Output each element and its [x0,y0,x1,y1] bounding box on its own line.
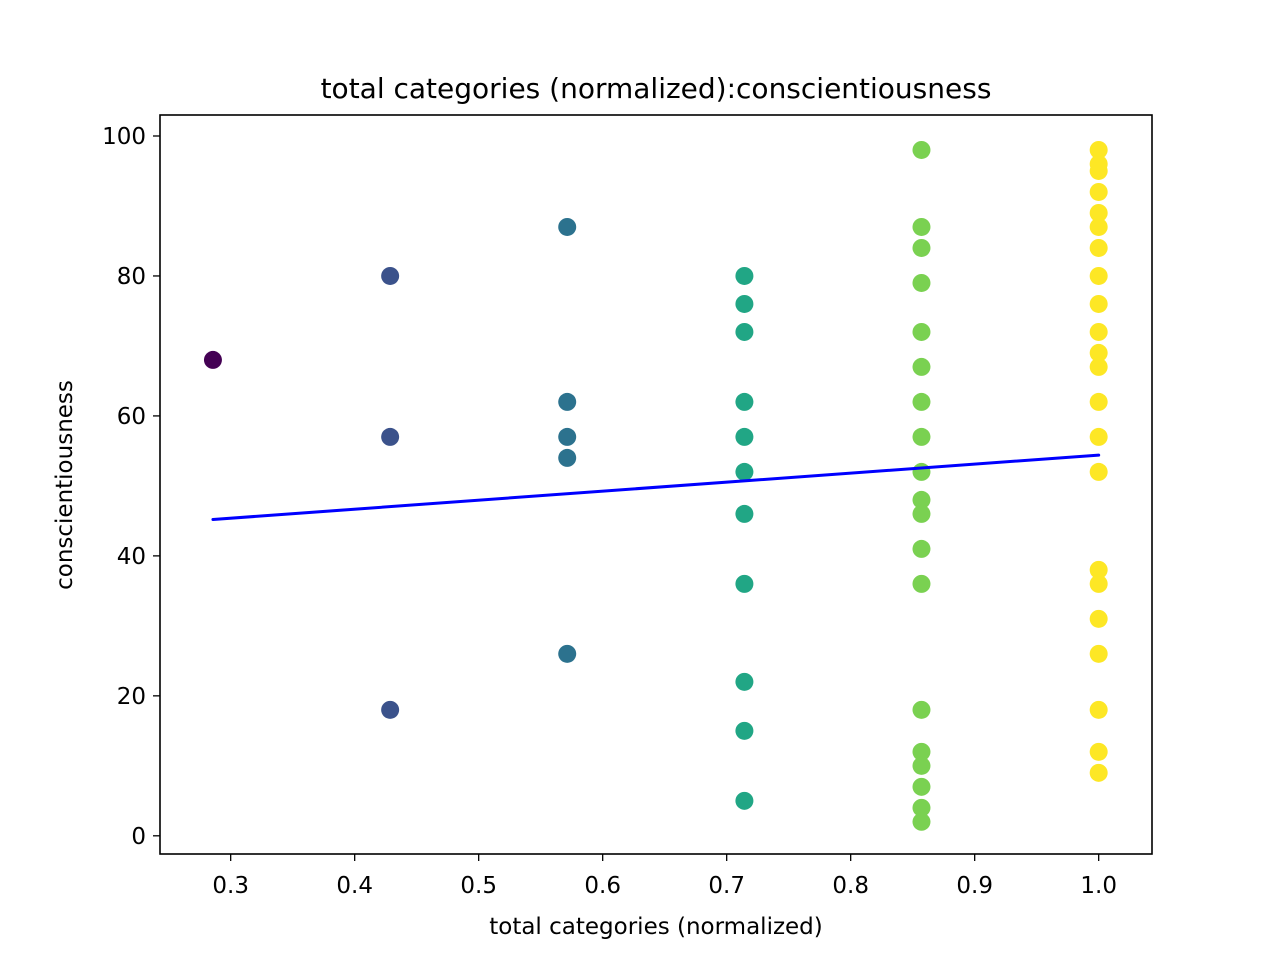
x-tick-label: 0.8 [832,873,869,899]
x-tick-label: 0.9 [956,873,993,899]
data-point [912,427,931,446]
data-point [1089,392,1108,411]
data-point [1089,609,1108,628]
data-point [912,756,931,775]
x-tick-label: 0.3 [212,873,249,899]
data-point [1089,560,1108,579]
x-tick-label: 0.4 [336,873,373,899]
data-point [1089,644,1108,663]
data-point [912,238,931,257]
data-point [1089,763,1108,782]
y-axis-label: conscientiousness [52,380,78,590]
data-point [735,721,754,740]
data-point [1089,266,1108,285]
data-point [735,294,754,313]
data-point [558,644,577,663]
data-point [912,504,931,523]
data-point [735,427,754,446]
data-point [912,742,931,761]
data-point [735,574,754,593]
data-point [912,217,931,236]
data-point [1089,182,1108,201]
data-point [1089,427,1108,446]
data-point [203,350,222,369]
data-point [558,217,577,236]
data-point [912,392,931,411]
y-tick-label: 0 [131,824,146,850]
x-axis-label: total categories (normalized) [489,914,823,940]
y-tick-label: 100 [102,124,146,150]
y-tick-label: 80 [117,264,146,290]
data-point [1089,700,1108,719]
data-point [912,812,931,831]
data-point [735,672,754,691]
data-point [381,700,400,719]
x-tick-label: 0.6 [584,873,621,899]
data-point [1089,343,1108,362]
x-tick-label: 1.0 [1080,873,1117,899]
data-point [1089,238,1108,257]
data-point [558,427,577,446]
data-point [1089,161,1108,180]
data-point [1089,140,1108,159]
y-tick-label: 20 [117,684,146,710]
data-point [558,392,577,411]
data-point [381,427,400,446]
data-point [1089,217,1108,236]
x-tick-label: 0.5 [460,873,497,899]
data-point [1089,294,1108,313]
data-point [558,448,577,467]
data-point [1089,742,1108,761]
data-point [912,322,931,341]
data-point [735,462,754,481]
data-points [203,140,1108,831]
data-point [735,266,754,285]
data-point [1089,462,1108,481]
x-tick-label: 0.7 [708,873,745,899]
trendline-layer [211,453,1101,521]
data-point [912,574,931,593]
y-tick-label: 40 [117,544,146,570]
data-point [735,504,754,523]
data-point [912,777,931,796]
data-point [381,266,400,285]
data-point [912,273,931,292]
y-axis-ticks: 0 20 40 60 80 100 [102,124,160,850]
data-point [912,539,931,558]
plot-area-frame [159,114,1153,855]
data-point [912,140,931,159]
data-point [912,798,931,817]
chart-title: total categories (normalized):conscienti… [321,72,992,105]
y-tick-label: 60 [117,404,146,430]
data-point [735,392,754,411]
data-point [912,700,931,719]
data-point [912,462,931,481]
data-point [912,490,931,509]
data-point [1089,203,1108,222]
data-point [1089,357,1108,376]
data-point [735,322,754,341]
data-point [912,357,931,376]
data-point [1089,322,1108,341]
x-axis-ticks: 0.3 0.4 0.5 0.6 0.7 0.8 0.9 1.0 [212,854,1117,899]
data-point [1089,574,1108,593]
data-point [735,791,754,810]
trendline [211,453,1101,521]
